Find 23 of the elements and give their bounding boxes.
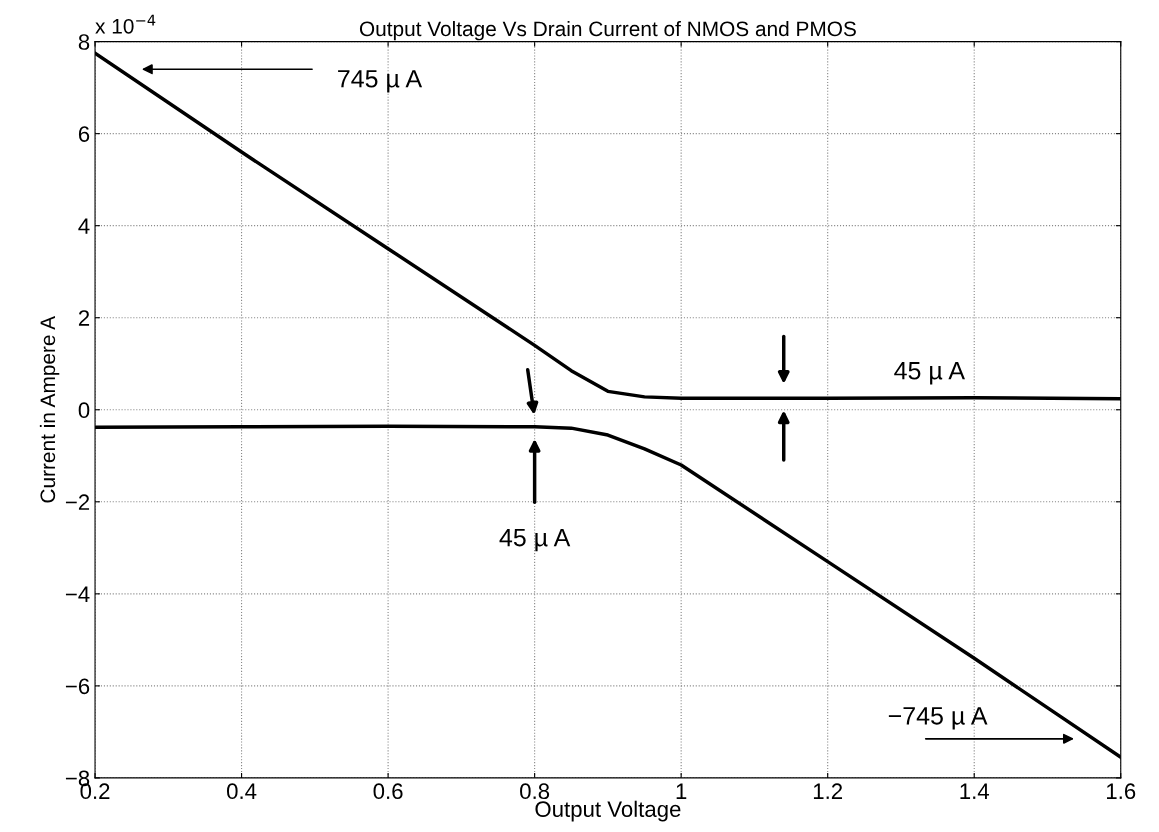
y-tick-label: 0 — [78, 402, 90, 419]
x-tick-label: 1 — [676, 783, 687, 799]
y-tick-label: 6 — [78, 126, 90, 142]
annotation: 45 µ A — [894, 362, 965, 385]
y-tick-label: −2 — [65, 494, 90, 510]
y-tick-label: 4 — [78, 218, 90, 234]
x-tick-label: 1.2 — [813, 783, 843, 799]
x-tick-label: 0.8 — [520, 783, 550, 800]
y-tick-label: −6 — [65, 678, 90, 695]
y-tick-label: −4 — [65, 586, 90, 602]
x-tick-label: 0.6 — [373, 783, 403, 800]
annotation: 45 µ A — [499, 528, 571, 552]
x-tick-label: 1.4 — [960, 783, 990, 799]
y-axis-title: Current in Ampere A — [39, 316, 60, 503]
x-tick-label: 1.6 — [1107, 783, 1136, 800]
y-tick-label: 8 — [78, 34, 90, 50]
y-tick-label: 2 — [78, 310, 90, 326]
text: x 10$^{−4}$ — [95, 14, 156, 34]
annotation: 745 µ A — [338, 70, 423, 93]
chart-title: Output Voltage Vs Drain Current of NMOS and PMOS — [359, 20, 856, 41]
x-axis-title: Output Voltage — [535, 800, 681, 822]
x-tick-label: 0.4 — [226, 783, 257, 800]
annotation: −745 µ A — [888, 707, 988, 730]
